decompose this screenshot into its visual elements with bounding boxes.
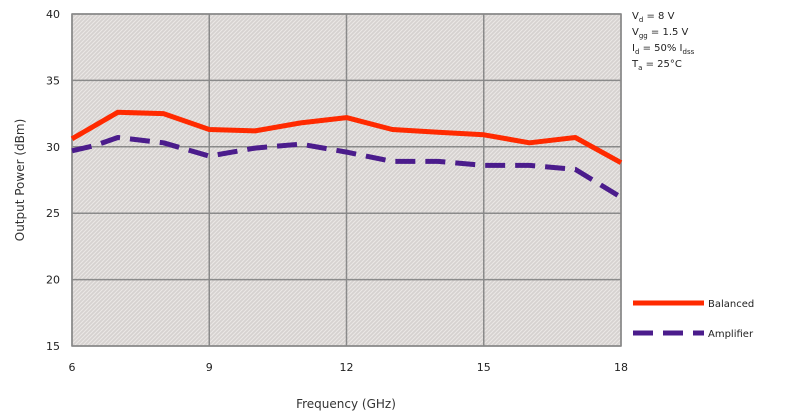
y-tick-label: 20	[46, 274, 60, 287]
condition-line: Id = 50% Idss	[632, 43, 695, 56]
y-tick-label: 15	[46, 340, 60, 353]
x-tick-label: 6	[69, 361, 76, 374]
legend-label-amplifier: Amplifier	[708, 329, 754, 340]
x-tick-label: 12	[340, 361, 354, 374]
y-tick-label: 30	[46, 141, 60, 154]
legend: Balanced Amplifier	[633, 299, 754, 340]
y-tick-label: 40	[46, 8, 60, 21]
condition-line: Vd = 8 V	[632, 11, 675, 24]
y-tick-label: 25	[46, 207, 60, 220]
condition-line: Ta = 25°C	[631, 59, 682, 72]
condition-line: Vgg = 1.5 V	[632, 27, 689, 40]
x-tick-label: 15	[477, 361, 491, 374]
y-tick-label: 35	[46, 74, 60, 87]
y-axis-label: Output Power (dBm)	[13, 119, 27, 242]
legend-label-balanced: Balanced	[708, 299, 754, 310]
x-tick-label: 9	[206, 361, 213, 374]
x-tick-label: 18	[614, 361, 628, 374]
test-conditions: Vd = 8 V Vgg = 1.5 V Id = 50% Idss Ta = 25°…	[631, 11, 695, 72]
x-axis-label: Frequency (GHz)	[296, 397, 396, 411]
